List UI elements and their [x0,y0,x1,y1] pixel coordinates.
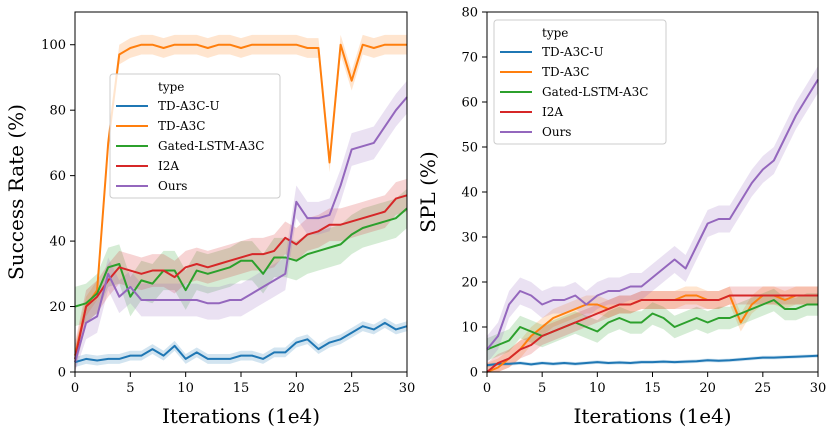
x-axis-label: Iterations (1e4) [573,404,731,428]
legend: type TD-A3C-U TD-A3C Gated-LSTM-A3C I2A Ours [493,19,667,145]
y-tick-label: 10 [461,321,478,336]
x-tick-label: 5 [538,381,546,396]
y-ticks: 0 20 40 60 80 100 [41,38,75,381]
series-line-ours [74,96,408,363]
y-tick-label: 70 [461,51,478,66]
x-tick-label: 10 [589,381,606,396]
legend-label-td-a3c: TD-A3C [158,119,205,133]
x-tick-label: 20 [699,381,716,396]
series-line-ours [486,78,819,351]
y-axis-label: SPL (%) [416,151,440,232]
legend-title: type [542,26,568,40]
line-layer [486,78,819,373]
series-line-td-a3c [74,43,407,356]
y-axis-label: Success Rate (%) [4,104,28,280]
y-tick-label: 60 [461,96,478,111]
legend-label-i2a: I2A [158,159,179,173]
x-tick-label: 30 [810,381,827,396]
x-tick-label: 15 [644,381,661,396]
spl-chart: 0 5 10 15 20 25 30 0 10 20 30 40 50 60 70 80 Iteration… [416,6,826,429]
x-axis-label: Iterations (1e4) [162,404,320,428]
y-tick-label: 0 [470,366,478,381]
x-tick-label: 25 [343,381,360,396]
y-tick-label: 50 [461,141,478,156]
x-tick-label: 20 [288,381,305,396]
legend-label-td-a3c-u: TD-A3C-U [158,99,220,113]
legend-box [493,19,667,145]
legend-label-ours: Ours [158,179,187,193]
y-tick-label: 60 [49,169,66,184]
y-tick-label: 20 [461,276,478,291]
x-tick-label: 0 [483,381,491,396]
line-layer [74,43,408,364]
y-tick-label: 100 [41,38,66,53]
band-ours [487,66,818,363]
y-tick-label: 40 [461,186,478,201]
legend-label-td-a3c: TD-A3C [542,65,589,79]
series-line-td-a3c-u [74,321,408,364]
x-tick-label: 30 [399,381,416,396]
y-ticks: 0 10 20 30 40 50 60 70 80 [461,6,487,381]
series-line-i2a [486,294,818,373]
band-td-a3c-u [487,354,818,368]
x-tick-label: 15 [233,381,250,396]
y-tick-label: 80 [461,6,478,21]
legend-label-td-a3c-u: TD-A3C-U [542,45,604,59]
series-line-td-a3c-u [486,354,819,367]
x-tick-label: 25 [755,381,772,396]
x-ticks: 0 5 10 15 20 25 30 [483,372,826,396]
success-rate-chart: 0 5 10 15 20 25 30 0 20 40 60 80 100 Iterations (1e… [4,11,415,428]
legend: type TD-A3C-U TD-A3C Gated-LSTM-A3C I2A Ours [109,73,281,199]
y-tick-label: 0 [58,366,66,381]
x-tick-label: 10 [177,381,194,396]
legend-label-gated-lstm-a3c: Gated-LSTM-A3C [158,139,264,153]
y-tick-label: 80 [49,104,66,119]
legend-box [109,73,281,199]
series-line-i2a [74,194,408,360]
legend-title: type [158,80,184,94]
y-tick-label: 40 [49,235,66,250]
x-tick-label: 5 [126,381,134,396]
x-ticks: 0 5 10 15 20 25 30 [71,372,415,396]
x-tick-label: 0 [71,381,79,396]
legend-label-ours: Ours [542,125,571,139]
y-tick-label: 30 [461,231,478,246]
legend-label-i2a: I2A [542,105,563,119]
y-tick-label: 20 [49,300,66,315]
legend-label-gated-lstm-a3c: Gated-LSTM-A3C [542,85,648,99]
band-td-a3c-u [75,318,407,368]
series-line-gated-lstm-a3c [74,207,408,308]
